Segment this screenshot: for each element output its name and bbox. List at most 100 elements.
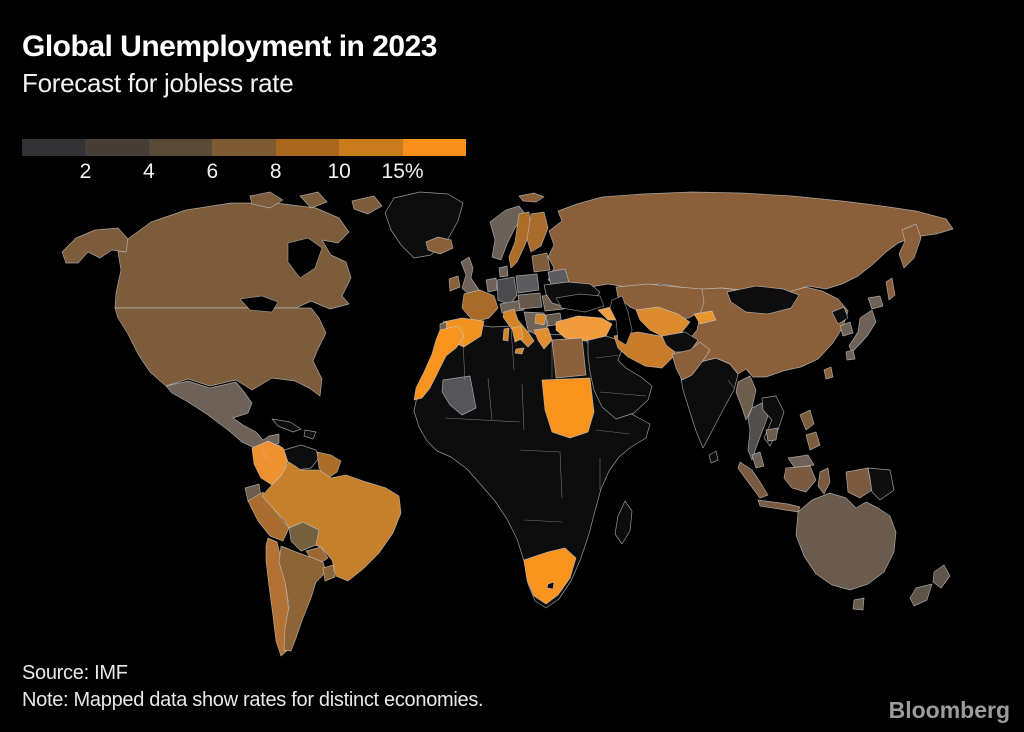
region-kyrgyz <box>693 310 717 325</box>
region-malaysia <box>787 454 815 469</box>
region-taiwan <box>823 366 834 380</box>
country-border-line <box>487 377 493 421</box>
region-sweden <box>508 211 532 269</box>
region-uzbek-turkmen <box>635 306 691 339</box>
color-scale-bar <box>22 139 466 156</box>
region-sudan <box>541 377 595 439</box>
region-germany <box>496 276 518 306</box>
region-greece <box>533 327 553 350</box>
region-indonesia <box>817 467 831 495</box>
region-cambodia <box>765 427 779 442</box>
region-new-zealand <box>932 564 951 589</box>
bloomberg-logo: Bloomberg <box>888 697 1010 723</box>
region-mexico <box>165 380 280 449</box>
region-egypt <box>551 337 587 379</box>
water-black-sea <box>555 293 605 313</box>
region-baltics <box>531 252 551 273</box>
country-border-line <box>519 449 563 499</box>
region-australia <box>852 597 865 611</box>
region-mongolia <box>726 285 800 315</box>
country-border-line <box>523 519 563 523</box>
region-malaysia <box>751 451 765 469</box>
country-border-line <box>521 383 525 431</box>
region-philippines <box>799 409 815 431</box>
country-border-line <box>595 429 631 435</box>
legend-swatch-0 <box>22 139 86 156</box>
legend-swatch-6 <box>402 139 466 156</box>
region-caribbean <box>303 429 317 440</box>
country-border-line <box>444 417 521 423</box>
region-benelux <box>485 277 498 293</box>
region-canada <box>299 191 328 209</box>
region-new-zealand <box>909 583 933 607</box>
legend-swatch-1 <box>85 139 149 156</box>
legend-tick-label: 10 <box>327 160 351 183</box>
region-japan <box>848 309 877 353</box>
region-uruguay <box>322 564 336 582</box>
region-russia <box>518 192 545 203</box>
region-usa <box>61 227 129 264</box>
color-scale-legend: 2 4 6 8 10 15% <box>22 139 466 195</box>
region-norway <box>489 205 526 261</box>
legend-swatch-4 <box>275 139 340 156</box>
region-japan <box>867 295 884 310</box>
region-italy <box>514 347 525 355</box>
region-czech-hungary <box>517 292 543 310</box>
country-border-line <box>461 325 466 381</box>
legend-tick-label: 4 <box>143 160 155 183</box>
legend-swatch-2 <box>148 139 213 156</box>
region-brazil <box>261 461 402 582</box>
region-indonesia <box>783 465 817 493</box>
region-ireland <box>448 275 461 292</box>
country-border-line <box>261 451 269 460</box>
region-alpine <box>499 299 525 314</box>
legend-tick-label: 15% <box>381 160 424 183</box>
region-finland <box>526 211 549 253</box>
region-indonesia <box>845 467 873 499</box>
region-philippines <box>805 431 821 451</box>
region-denmark <box>498 265 509 278</box>
region-south-africa <box>523 547 577 605</box>
legend-tick-label: 8 <box>269 160 282 183</box>
region-australia <box>795 492 897 591</box>
region-russia <box>885 277 896 301</box>
source-text: Source: IMF <box>22 662 128 684</box>
region-canada <box>351 195 383 215</box>
region-tunisia <box>511 325 524 343</box>
region-serbia <box>534 313 547 326</box>
chart-subtitle: Forecast for jobless rate <box>22 68 294 98</box>
region-russia <box>898 223 922 269</box>
country-border-line <box>599 391 647 397</box>
region-italy <box>502 327 510 342</box>
note-text: Note: Mapped data show rates for distinc… <box>22 689 484 711</box>
water-caspian-sea <box>609 295 633 346</box>
region-caribbean <box>271 418 302 433</box>
legend-swatch-5 <box>339 139 403 156</box>
country-border-line <box>510 327 515 371</box>
legend-tick-label: 2 <box>79 160 92 183</box>
region-poland <box>515 273 540 294</box>
region-sri-lanka <box>708 450 719 464</box>
region-france <box>461 289 499 323</box>
region-lesotho <box>546 581 555 590</box>
region-mali <box>441 375 477 416</box>
country-border-line <box>595 354 621 359</box>
region-canada <box>249 191 284 209</box>
region-turkey <box>555 315 613 342</box>
region-myanmar <box>735 375 757 421</box>
water-hudson-bay <box>287 237 323 279</box>
country-border-line <box>727 379 735 389</box>
chart-title: Global Unemployment in 2023 <box>22 30 437 63</box>
legend-tick-label: 6 <box>206 160 219 183</box>
region-madagascar <box>614 500 633 545</box>
color-scale-labels: 2 4 6 8 10 15% <box>22 160 466 190</box>
region-argentina <box>278 545 327 652</box>
region-iceland <box>425 236 454 255</box>
region-indonesia <box>757 499 801 513</box>
region-south-korea <box>839 321 854 337</box>
region-iran <box>613 331 676 369</box>
region-png <box>867 467 895 501</box>
legend-swatch-3 <box>212 139 276 156</box>
region-japan <box>845 349 856 361</box>
